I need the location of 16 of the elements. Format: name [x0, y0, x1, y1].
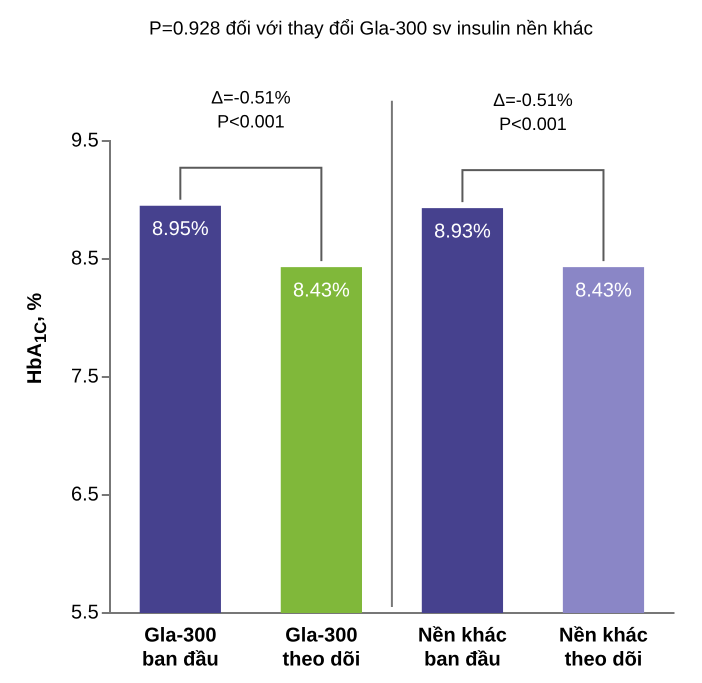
y-tick-label: 9.5 [70, 129, 99, 152]
text: Δ=-0.51% P<0.001 [211, 88, 291, 132]
data-label: 8.95% [152, 218, 209, 240]
x-tick-label: Gla-300 ban đầu [142, 624, 219, 671]
x-tick-label: Gla-300 theo dõi [282, 624, 360, 671]
text: Δ=-0.51% P<0.001 [493, 90, 573, 134]
y-tick-label: 8.5 [70, 247, 99, 270]
y-tick-label: 5.5 [70, 602, 99, 624]
chart-title: P=0.928 đối với thay đổi Gla-300 sv insulin nền khác [149, 18, 593, 40]
data-label: 8.43% [575, 280, 632, 302]
x-tick-label: Nền khác ban đầu [418, 624, 507, 671]
y-tick-label: 7.5 [70, 365, 99, 388]
x-tick-label: Nền khác theo dõi [559, 624, 648, 671]
data-label: 8.93% [434, 220, 491, 243]
data-label: 8.43% [293, 280, 350, 302]
y-tick-label: 6.5 [70, 483, 99, 506]
